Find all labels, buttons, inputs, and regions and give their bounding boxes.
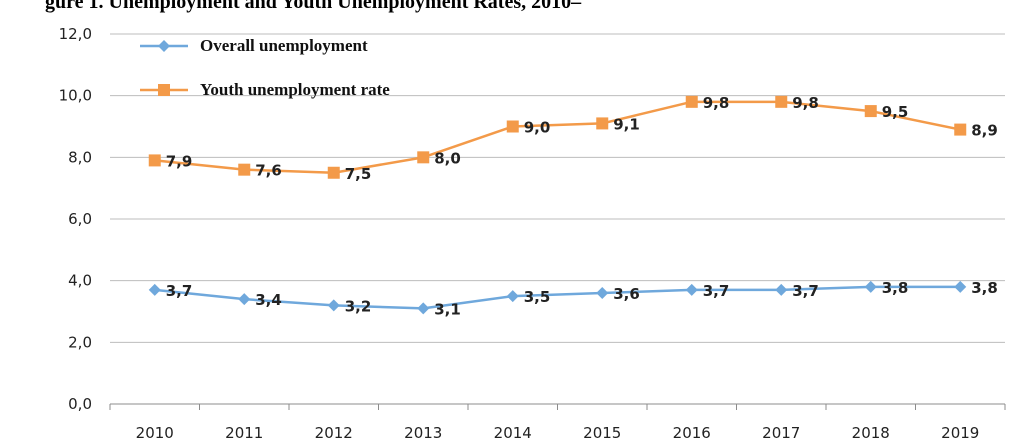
chart-title: gure 1. Unemployment and Youth Unemploym… [45,0,582,13]
data-point [775,283,788,296]
data-point [327,299,340,312]
x-tick-label: 2019 [941,424,979,442]
data-label: 3,4 [255,291,282,309]
data-point [864,280,877,293]
x-tick-label: 2015 [583,424,621,442]
data-label: 8,0 [434,149,461,167]
data-point [327,166,340,179]
series-line-overall [154,285,961,310]
x-tick-label: 2018 [852,424,890,442]
data-point [954,123,967,136]
data-point [417,302,430,315]
data-label: 7,6 [255,162,282,180]
data-label: 3,6 [613,285,640,303]
y-tick-label: 4,0 [68,272,92,290]
gridlines [110,33,1005,343]
data-label: 9,8 [703,94,730,112]
data-label: 9,8 [792,94,819,112]
legend-label: Overall unemployment [200,36,368,55]
y-tick-label: 12,0 [59,25,92,43]
data-label: 7,5 [345,165,372,183]
data-label: 7,9 [166,152,193,170]
data-point [238,163,251,176]
data-point [685,283,698,296]
x-tick-label: 2017 [762,424,800,442]
data-label: 8,9 [971,122,998,140]
data-point [417,151,430,164]
series-line-youth [154,100,961,174]
data-point [506,120,519,133]
data-point [148,283,161,296]
x-tick-label: 2010 [136,424,174,442]
data-label: 3,8 [971,279,998,297]
data-point [775,95,788,108]
x-tick-label: 2016 [673,424,711,442]
data-point [506,290,519,303]
data-point [596,287,609,299]
x-tick-label: 2013 [404,424,442,442]
data-label: 3,1 [434,300,461,318]
legend-label: Youth unemployment rate [200,80,390,99]
y-tick-label: 2,0 [68,333,92,351]
data-point [864,105,877,118]
y-tick-label: 6,0 [68,210,92,228]
data-label: 9,0 [524,119,551,137]
data-point [148,154,161,167]
legend: Overall unemployment Youth unemployment r… [140,36,390,99]
data-label: 9,1 [613,115,640,133]
y-tick-label: 8,0 [68,148,92,166]
y-tick-label: 0,0 [68,395,92,413]
x-tick-label: 2014 [494,424,532,442]
data-point [685,95,698,108]
data-point [954,280,967,293]
x-tick-label: 2011 [225,424,263,442]
axes: 0,0 2,0 4,0 6,0 8,0 10,0 12,0 2010 2011 2012 2013 2… [59,25,1006,442]
data-labels: 3,7 3,4 3,2 3,1 3,5 3,6 3,7 3,7 3,8 3,8 7,9 7,6 7,5 8… [166,94,998,319]
data-label: 3,7 [166,282,193,300]
data-label: 3,7 [703,282,730,300]
x-tick-label: 2012 [315,424,353,442]
data-label: 3,8 [882,279,909,297]
data-point [596,117,609,130]
legend-marker [158,40,170,52]
data-label: 3,7 [792,282,819,300]
data-label: 3,2 [345,297,372,315]
legend-marker [158,84,170,96]
data-label: 9,5 [882,103,909,121]
data-point [238,293,251,306]
y-tick-label: 10,0 [59,87,92,105]
data-label: 3,5 [524,288,551,306]
series-lines [148,95,967,315]
